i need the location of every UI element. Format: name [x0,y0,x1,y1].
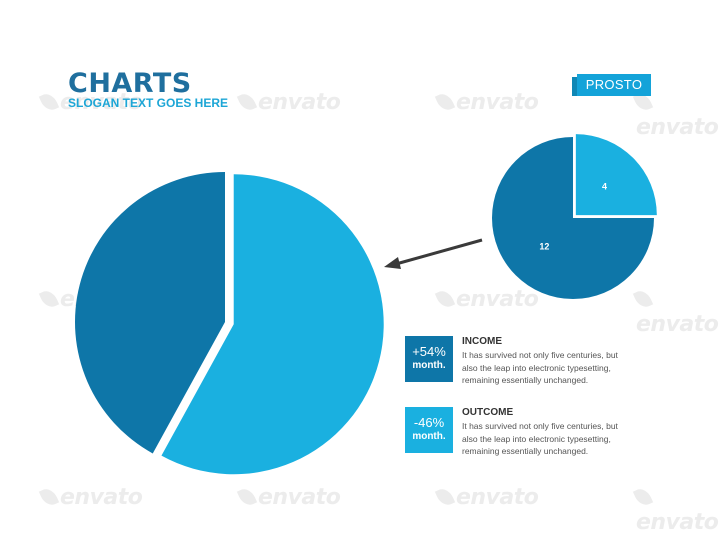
legend-income: +54% month. INCOME It has survived not o… [405,336,625,386]
page-title: CHARTS [68,68,192,99]
pie-slice [161,174,384,475]
pie-slice [575,134,657,216]
outcome-unit: month. [412,431,446,442]
outcome-percent: -46% [413,415,445,430]
income-description: It has survived not only five centuries,… [462,350,618,385]
outcome-badge: -46% month. [405,407,453,453]
small-pie-chart: 4 12 [492,134,657,299]
income-badge: +54% month. [405,336,453,382]
pie-slice-label: 12 [539,242,549,252]
page-subtitle: SLOGAN TEXT GOES HERE [68,96,229,110]
brand-ribbon [577,74,651,96]
outcome-title: OUTCOME [462,407,514,418]
brand-label: PROSTO [585,77,643,92]
income-unit: month. [412,360,446,371]
outcome-description: It has survived not only five centuries,… [462,421,618,456]
brand-ribbon-fold [572,77,580,96]
big-pie-chart [74,172,384,475]
income-percent: +54% [412,344,446,359]
pie-slice [74,172,225,454]
pie-slice [492,137,654,299]
income-title: INCOME [462,336,502,347]
brand-badge: PROSTO [572,74,651,96]
legend-outcome: -46% month. OUTCOME It has survived not … [405,407,625,457]
pointer-arrow [384,238,483,269]
pointer-arrow-line [395,238,483,266]
pie-slice-label: 4 [602,182,607,192]
pointer-arrow-head [384,257,401,269]
